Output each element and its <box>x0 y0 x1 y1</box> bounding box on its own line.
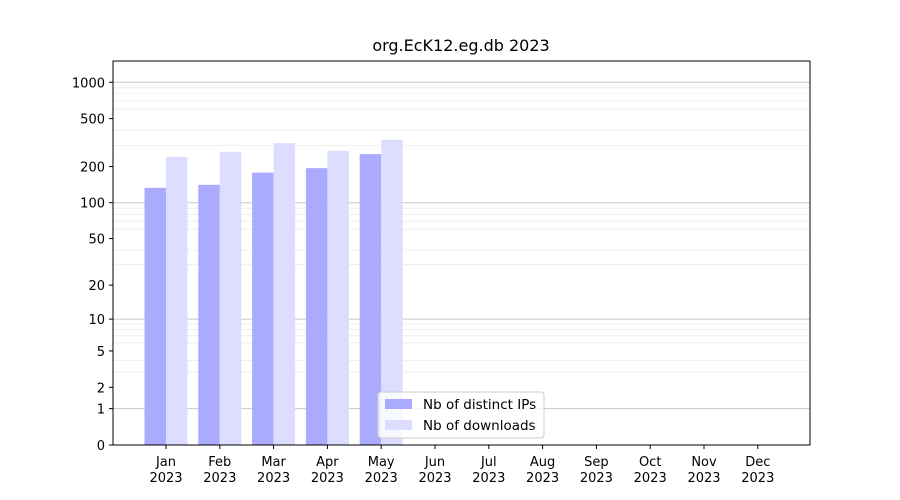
x-tick-label-month: Mar <box>261 455 286 470</box>
y-tick-label: 2 <box>97 381 105 396</box>
x-tick-label-month: Oct <box>639 455 661 470</box>
bar-distinct-ips <box>252 172 274 445</box>
x-tick-label-year: 2023 <box>634 471 667 486</box>
x-tick-label-year: 2023 <box>687 471 720 486</box>
x-tick-label-month: May <box>368 455 395 470</box>
bar-downloads <box>166 157 188 445</box>
legend-label: Nb of downloads <box>423 418 536 434</box>
x-tick-label-year: 2023 <box>365 471 398 486</box>
x-tick-label-year: 2023 <box>580 471 613 486</box>
bar-distinct-ips <box>144 187 166 446</box>
x-tick-label-month: Jul <box>480 455 497 470</box>
x-tick-label-year: 2023 <box>257 471 290 486</box>
x-axis: Jan2023Feb2023Mar2023Apr2023May2023Jun20… <box>149 445 774 486</box>
y-tick-label: 500 <box>80 113 105 128</box>
bar-downloads <box>273 143 296 445</box>
x-tick-label-month: Sep <box>584 455 609 470</box>
legend-box <box>377 391 545 439</box>
bar-distinct-ips <box>198 184 220 446</box>
y-axis: 0 1 2 5 10 20 50 100 200 500 1000 <box>72 76 113 454</box>
x-tick-label-year: 2023 <box>203 471 236 486</box>
legend-label: Nb of distinct IPs <box>423 397 536 413</box>
bar-downloads <box>219 151 242 445</box>
y-tick-label: 1 <box>97 403 105 418</box>
y-tick-label: 20 <box>88 279 105 294</box>
legend-swatch <box>385 399 412 409</box>
x-tick-label-month: Feb <box>208 455 231 470</box>
y-tick-label: 0 <box>97 439 105 454</box>
legend-swatch <box>385 420 412 430</box>
y-tick-label: 5 <box>97 345 105 360</box>
x-tick-label-year: 2023 <box>418 471 451 486</box>
bar-distinct-ips <box>359 154 382 445</box>
x-tick-label-month: Apr <box>316 455 339 470</box>
y-tick-label: 100 <box>80 197 105 212</box>
plot-area-frame <box>112 60 811 446</box>
y-tick-label: 1000 <box>72 76 105 91</box>
x-tick-label-month: Jan <box>155 455 176 470</box>
bars <box>144 139 403 446</box>
x-tick-label-year: 2023 <box>472 471 505 486</box>
x-tick-label-month: Aug <box>530 455 555 470</box>
bar-distinct-ips <box>305 168 328 446</box>
x-tick-label-month: Dec <box>745 455 770 470</box>
x-tick-label-month: Nov <box>691 455 717 470</box>
bar-downloads <box>327 150 349 445</box>
legend: Nb of distinct IPs Nb of downloads <box>377 391 545 439</box>
x-tick-label-year: 2023 <box>526 471 559 486</box>
bar-downloads <box>381 139 403 445</box>
y-tick-label: 10 <box>88 313 105 328</box>
chart-title: org.EcK12.eg.db 2023 <box>372 36 549 55</box>
x-tick-label-year: 2023 <box>311 471 344 486</box>
y-tick-label: 200 <box>80 161 105 176</box>
y-tick-label: 50 <box>88 233 105 248</box>
x-tick-label-year: 2023 <box>741 471 774 486</box>
x-tick-label-month: Jun <box>424 455 445 470</box>
x-tick-label-year: 2023 <box>149 471 182 486</box>
